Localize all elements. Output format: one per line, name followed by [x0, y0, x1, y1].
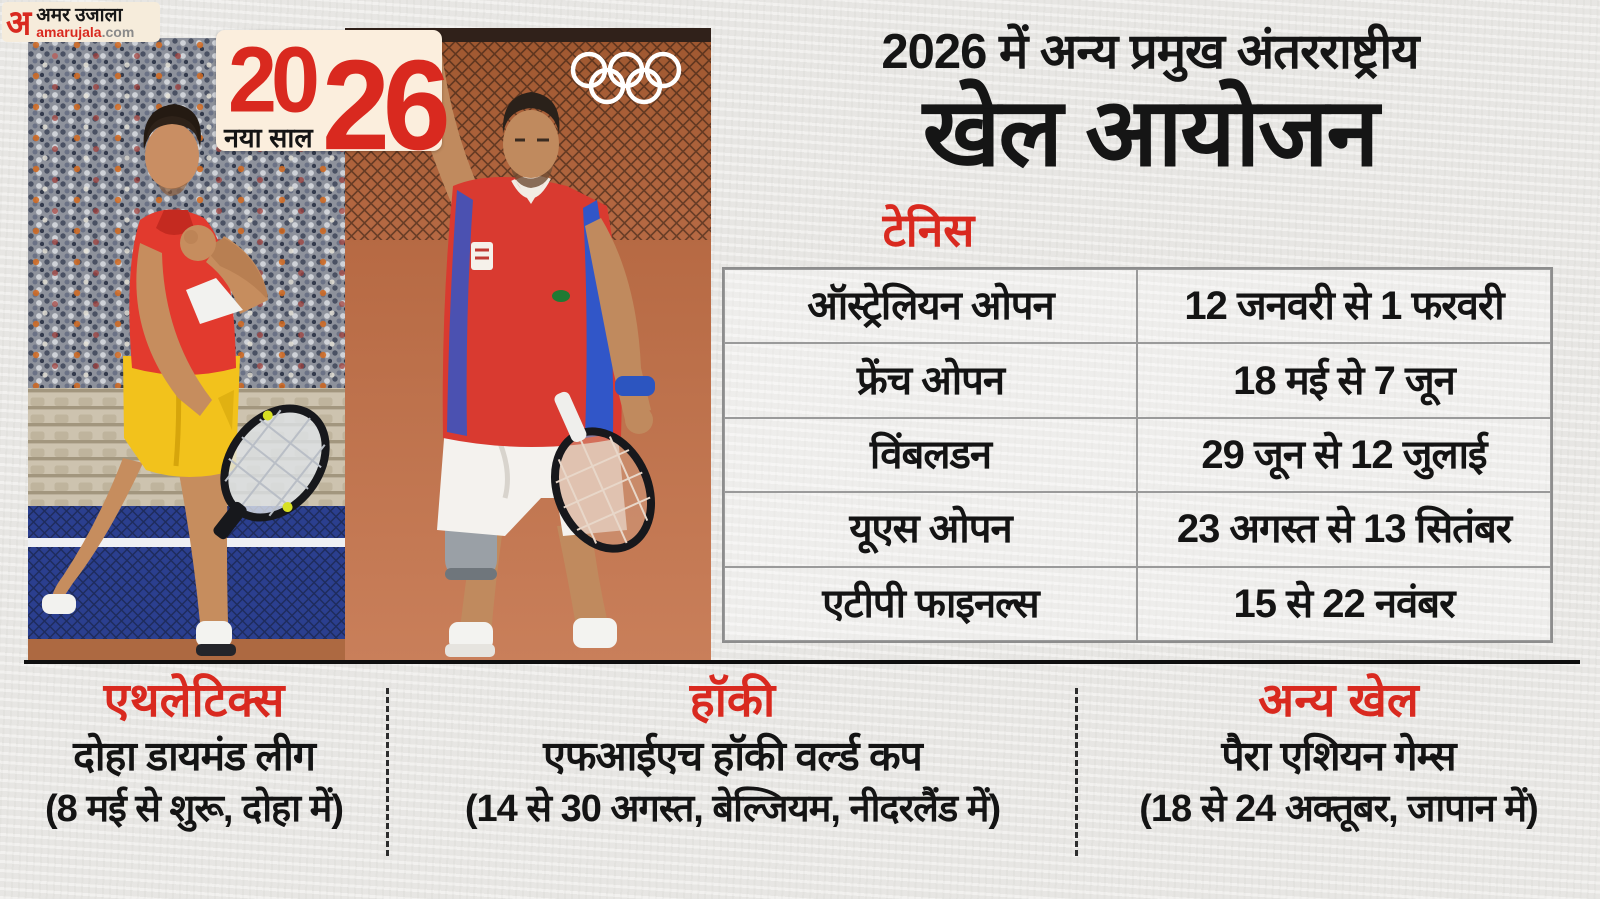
tennis-section-label: टेनिस [882, 204, 975, 256]
amar-ujala-domain: amarujala.com [36, 23, 135, 40]
amar-ujala-logo: अ अमर उजाला amarujala.com [2, 2, 160, 42]
event-cell: फ्रेंच ओपन [724, 343, 1137, 418]
event-cell: यूएस ओपन [724, 492, 1137, 567]
net-tape [28, 538, 345, 547]
section-heading: अन्य खेल [1258, 673, 1419, 726]
page-title-line1: 2026 में अन्य प्रमुख अंतरराष्ट्रीय [881, 25, 1419, 79]
player-figure-djokovic [403, 46, 656, 657]
bottom-section-hockey: हॉकी एफआईएच हॉकी वर्ल्ड कप (14 से 30 अगस… [388, 672, 1077, 835]
dates-cell: 29 जून से 12 जुलाई [1137, 417, 1551, 493]
amar-ujala-logo-mark: अ [6, 2, 32, 42]
section-heading: एथलेटिक्स [103, 673, 285, 726]
amar-ujala-logo-title: अमर उजाला [36, 4, 123, 26]
badge-year-digits-left: 20 [228, 27, 320, 132]
section-details: (8 मई से शुरू, दोहा में) [45, 787, 344, 830]
horizontal-divider-line [24, 660, 1580, 664]
event-cell: एटीपी फाइनल्स [724, 566, 1137, 641]
dates-cell: 18 मई से 7 जून [1137, 343, 1551, 418]
badge-subtitle: नया साल [224, 123, 313, 153]
bottom-section-athletics: एथलेटिक्स दोहा डायमंड लीग (8 मई से शुरू,… [0, 672, 388, 835]
olympic-rings-icon [570, 51, 682, 105]
dashed-divider-left [386, 688, 389, 856]
player-figure-alcaraz [42, 104, 330, 656]
section-details: (14 से 30 अगस्त, बेल्जियम, नीदरलैंड में) [464, 787, 1001, 830]
section-heading: हॉकी [689, 673, 776, 726]
page-header: 2026 में अन्य प्रमुख अंतरराष्ट्रीय खेल आ… [712, 22, 1588, 182]
clay-strip [28, 639, 345, 661]
section-event: एफआईएच हॉकी वर्ल्ड कप [543, 733, 923, 780]
section-event: पैरा एशियन गेम्स [1221, 733, 1456, 780]
section-details: (18 से 24 अक्तूबर, जापान में) [1139, 787, 1538, 830]
page-title-line2: खेल आयोजन [922, 80, 1380, 187]
badge-year-digits-right: 26 [322, 33, 451, 177]
dates-cell: 12 जनवरी से 1 फरवरी [1137, 269, 1551, 344]
dates-cell: 23 अगस्त से 13 सितंबर [1137, 492, 1551, 567]
dates-cell: 15 से 22 नवंबर [1137, 566, 1551, 641]
section-event: दोहा डायमंड लीग [73, 733, 316, 780]
dashed-divider-right [1075, 688, 1078, 856]
bottom-section-other-sports: अन्य खेल पैरा एशियन गेम्स (18 से 24 अक्त… [1077, 672, 1600, 835]
event-cell: ऑस्ट्रेलियन ओपन [724, 269, 1137, 344]
badge-2026-new-year: 20 26 नया साल [216, 27, 451, 169]
event-cell: विंबलडन [724, 417, 1137, 493]
tennis-schedule-table: ऑस्ट्रेलियन ओपन 12 जनवरी से 1 फरवरी फ्रे… [722, 267, 1553, 643]
